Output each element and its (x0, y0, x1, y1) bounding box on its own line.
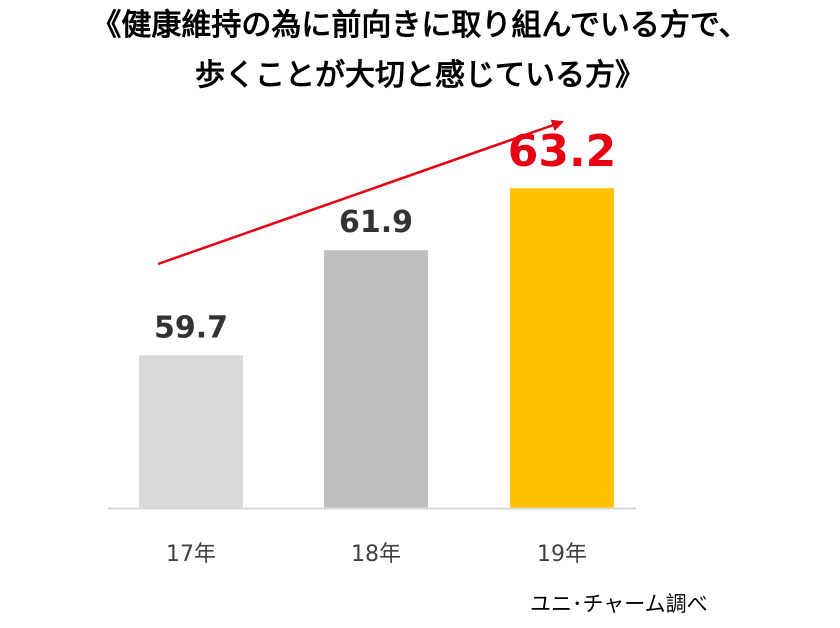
category-ticks-layer: 17年 18年 19年 (166, 542, 587, 567)
bar-1 (139, 355, 243, 508)
category-tick-label-1: 17年 (166, 542, 216, 567)
category-tick-label-3: 19年 (537, 542, 587, 567)
chart-title-line-1: 《健康維持の為に前向きに取り組んでいる方で、 (91, 8, 749, 43)
bars-layer (139, 188, 614, 509)
bar-3 (510, 188, 614, 509)
trend-arrow (157, 119, 564, 266)
value-label-3: 63.2 (508, 126, 617, 177)
category-tick-label-2: 18年 (351, 542, 401, 567)
bar-2 (324, 250, 428, 509)
chart-title-line-2: 歩くことが大切と感じている方》 (195, 58, 645, 93)
source-note: ユニ･チャーム調べ (530, 592, 708, 616)
value-label-2: 61.9 (339, 205, 413, 240)
value-label-1: 59.7 (154, 310, 228, 345)
